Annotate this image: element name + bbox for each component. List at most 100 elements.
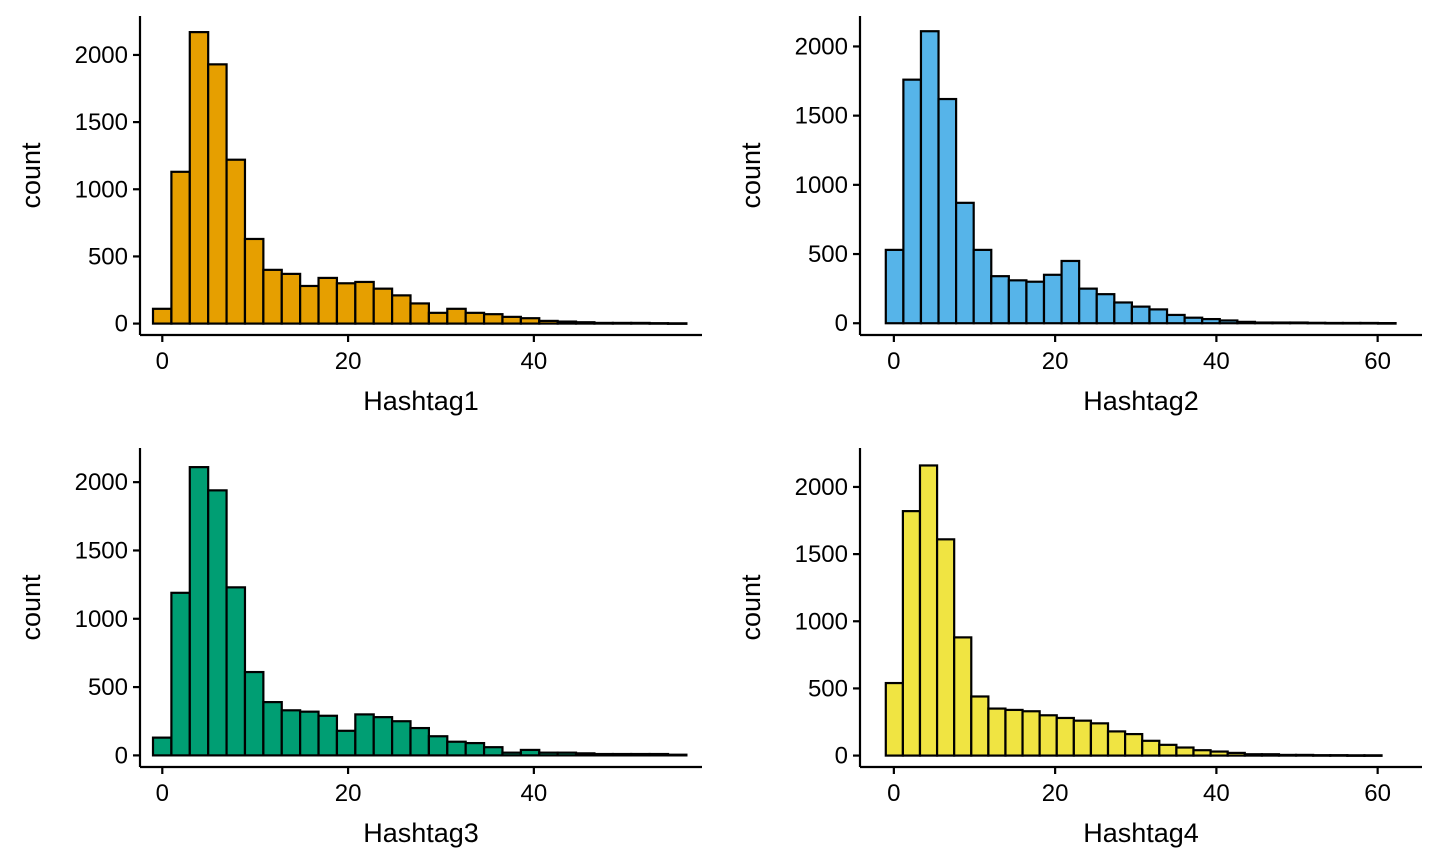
y-axis-title: count — [16, 574, 46, 641]
bar-22 — [1260, 753, 1281, 757]
y-tick-label: 500 — [808, 675, 848, 702]
bar-1 — [170, 170, 191, 325]
y-tick-label: 2000 — [795, 33, 848, 60]
bar-17 — [464, 311, 486, 325]
bar-20 — [519, 748, 541, 757]
bar-19 — [1218, 319, 1239, 325]
bar-25 — [1324, 321, 1344, 325]
y-tick-label: 500 — [88, 674, 128, 701]
bar-21 — [1253, 321, 1274, 325]
bar-3 — [937, 97, 958, 325]
bar-14 — [1130, 305, 1151, 325]
x-tick-label: 20 — [335, 348, 362, 375]
bar-22 — [556, 751, 578, 757]
bar-0 — [151, 307, 173, 325]
bar-11 — [354, 280, 375, 325]
x-axis-title: Hashtag2 — [1083, 386, 1199, 416]
bar-0 — [884, 248, 905, 325]
panel-hashtag4: 0 500 1000 1500 2000 0 20 40 60 Hashtag4 count — [720, 432, 1440, 864]
y-tick-label: 2000 — [75, 42, 128, 69]
bar-8 — [299, 284, 320, 325]
y-axis-title: count — [736, 574, 766, 641]
bar-25 — [611, 752, 633, 757]
bar-5 — [243, 237, 265, 325]
bar-26 — [1329, 754, 1349, 757]
bar-2 — [188, 466, 210, 757]
bar-7 — [280, 709, 302, 757]
histogram-hashtag1: 0 500 1000 1500 2000 0 20 40 Hashtag1 count — [16, 16, 702, 416]
bar-10 — [1060, 259, 1081, 325]
bar-21 — [1243, 753, 1263, 757]
bar-15 — [427, 311, 449, 325]
bar-13 — [391, 720, 412, 757]
bar-7 — [280, 272, 302, 325]
y-tick-label: 500 — [808, 241, 848, 268]
bar-12 — [372, 287, 394, 325]
bar-26 — [630, 752, 651, 757]
bar-2 — [188, 31, 210, 325]
bar-17 — [1183, 316, 1204, 325]
bar-6 — [262, 701, 283, 757]
bar-18 — [1201, 317, 1221, 325]
x-tick-label: 40 — [521, 348, 548, 375]
bar-24 — [1294, 753, 1315, 757]
bar-9 — [1038, 714, 1058, 757]
bar-4 — [225, 158, 247, 325]
x-tick-label: 40 — [521, 780, 548, 807]
x-axis-title: Hashtag1 — [363, 386, 479, 416]
y-tick-label: 2000 — [75, 469, 128, 496]
bar-11 — [1072, 719, 1093, 757]
y-tick-label: 1000 — [795, 172, 848, 199]
bar-23 — [1288, 321, 1309, 325]
bar-6 — [987, 707, 1007, 757]
bar-9 — [317, 276, 339, 325]
x-tick-label: 20 — [1042, 348, 1069, 375]
histogram-hashtag3: 0 500 1000 1500 2000 0 20 40 Hashtag3 count — [16, 448, 702, 848]
bar-28 — [666, 753, 688, 757]
y-tick-label: 2000 — [795, 474, 848, 501]
bar-1 — [901, 510, 922, 757]
bar-7 — [1004, 708, 1024, 757]
x-tick-label: 20 — [1042, 780, 1069, 807]
bar-27 — [648, 322, 670, 325]
bar-27 — [648, 752, 670, 757]
bar-27 — [1359, 321, 1380, 325]
y-axis-title: count — [736, 142, 766, 209]
bar-10 — [335, 282, 357, 325]
bar-0 — [884, 681, 904, 757]
bar-13 — [391, 294, 412, 325]
bars — [151, 466, 688, 757]
bar-12 — [1089, 722, 1110, 757]
bar-12 — [372, 716, 394, 757]
y-tick-label: 0 — [835, 743, 848, 770]
bar-27 — [1346, 754, 1366, 757]
bar-10 — [335, 729, 357, 757]
y-tick-label: 1500 — [75, 537, 128, 564]
y-tick-label: 1500 — [75, 109, 128, 136]
bar-22 — [556, 320, 578, 325]
y-tick-label: 1000 — [795, 608, 848, 635]
bar-20 — [1226, 751, 1246, 757]
bar-3 — [207, 63, 228, 325]
bars — [884, 464, 1383, 757]
bar-6 — [262, 268, 283, 325]
panel-hashtag3: 0 500 1000 1500 2000 0 20 40 Hashtag3 count — [0, 432, 720, 864]
bar-21 — [538, 751, 559, 757]
x-axis-title: Hashtag3 — [363, 818, 479, 848]
bar-14 — [409, 726, 430, 757]
bar-28 — [1376, 321, 1397, 325]
x-tick-label: 0 — [156, 348, 169, 375]
bar-8 — [1025, 280, 1046, 325]
y-tick-label: 0 — [115, 311, 128, 338]
bar-23 — [1277, 753, 1298, 757]
bar-19 — [501, 751, 522, 757]
bar-2 — [919, 30, 940, 325]
histogram-hashtag4: 0 500 1000 1500 2000 0 20 40 60 Hashtag4 count — [736, 448, 1422, 848]
bar-23 — [574, 752, 596, 757]
x-tick-label: 0 — [156, 780, 169, 807]
bar-19 — [501, 315, 522, 325]
bar-26 — [1341, 321, 1362, 325]
bar-7 — [1007, 279, 1028, 325]
bar-5 — [972, 248, 993, 325]
